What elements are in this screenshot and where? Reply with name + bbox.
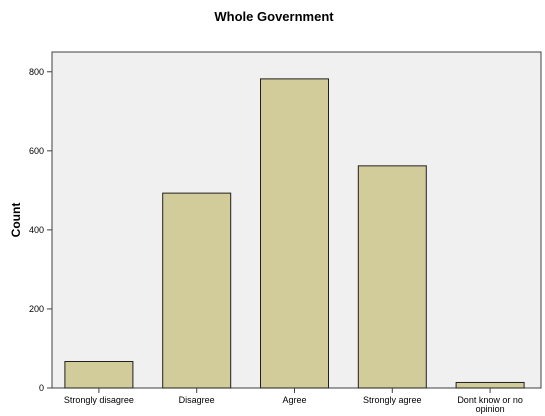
bar-strongly-disagree [64,361,134,389]
x-tick-label-line: opinion [476,404,505,414]
bar-disagree [162,192,232,389]
x-tick-label-line: Agree [282,395,306,405]
x-tick-label: Agree [282,395,306,405]
x-tick-label: Strongly agree [363,395,422,405]
x-tick-label: Disagree [179,395,215,405]
bar-dont-know-or-no-opinion [455,381,525,389]
x-tick-label: Strongly disagree [64,395,134,405]
x-tick-label: Dont know or no opinion [457,395,523,414]
y-tick-label: 200 [29,304,44,314]
x-tick-label-line: Disagree [179,395,215,405]
y-tick-label: 800 [29,67,44,77]
bar-agree [260,78,329,389]
x-axis: Strongly disagree Disagree Agree Strongly a… [64,388,523,414]
y-axis: 0 200 400 600 800 [29,67,52,393]
bars [64,78,525,389]
y-tick-label: 0 [39,383,44,393]
bar-strongly-agree [357,165,427,389]
x-tick-label-line: Strongly disagree [64,395,134,405]
y-axis-label: Count [9,203,23,238]
x-tick-label-line: Dont know or no [457,395,523,405]
chart-title: Whole Government [214,9,334,24]
x-tick-label-line: Strongly agree [363,395,422,405]
y-tick-label: 600 [29,146,44,156]
y-tick-label: 400 [29,225,44,235]
